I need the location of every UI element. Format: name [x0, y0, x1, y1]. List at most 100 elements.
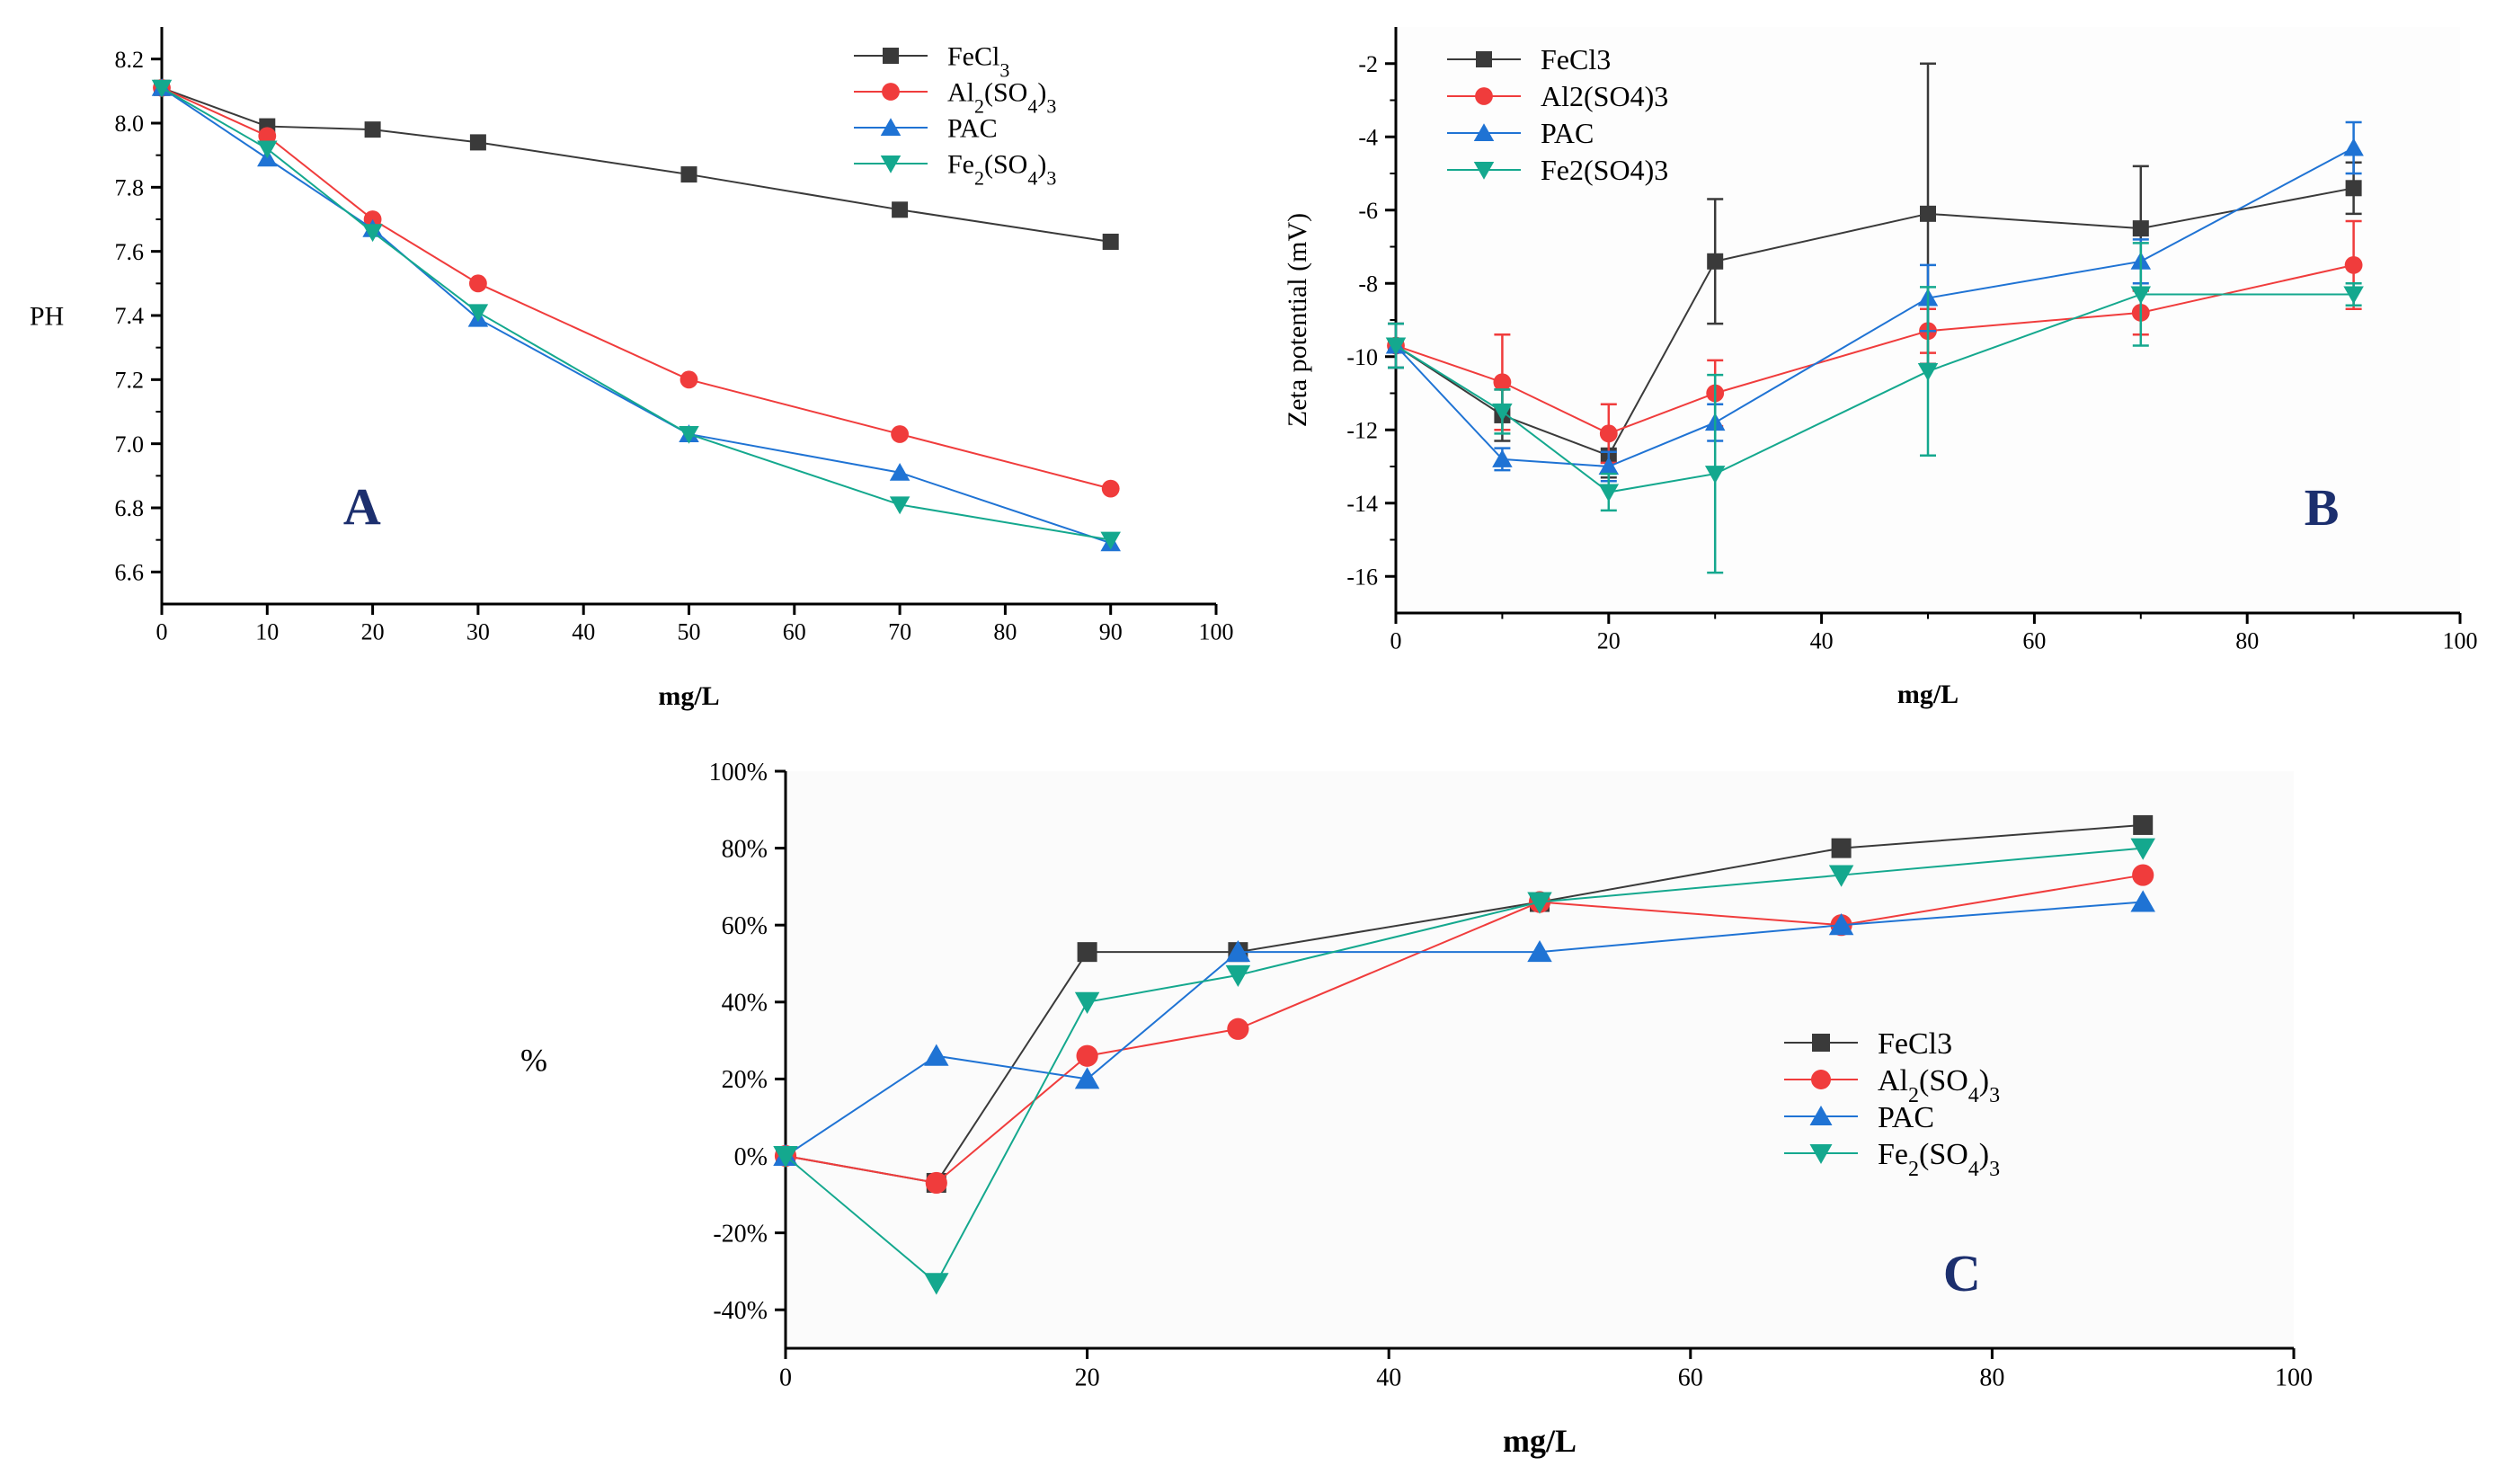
- legend-entry: Fe2(SO4)3: [1784, 1138, 2000, 1181]
- x-axis-title: mg/L: [1503, 1423, 1577, 1459]
- data-point-marker: [2345, 180, 2362, 197]
- data-point-marker: [469, 134, 486, 151]
- data-point-marker: [1225, 939, 1251, 963]
- legend-subscript: 2: [974, 166, 984, 189]
- data-point-marker: [257, 140, 278, 159]
- legend-label: Fe2(SO4)3: [1878, 1138, 2000, 1181]
- x-tick-label: 80: [1979, 1364, 2004, 1391]
- legend-subscript: 3: [999, 58, 1009, 81]
- y-tick-label: 7.6: [115, 239, 145, 265]
- legend-marker: [880, 118, 902, 136]
- data-point-marker: [1385, 337, 1407, 356]
- y-tick-label: 60%: [722, 912, 768, 940]
- legend-subscript: 4: [1027, 94, 1037, 117]
- legend-subscript: 2: [974, 94, 984, 117]
- data-point-marker: [925, 1171, 947, 1195]
- x-tick-label: 60: [2022, 627, 2046, 653]
- y-tick-label: -20%: [713, 1220, 768, 1248]
- data-point-marker: [2130, 838, 2155, 860]
- y-tick-label: 40%: [722, 990, 768, 1017]
- legend-label: Al2(SO4)3: [1878, 1064, 2000, 1107]
- y-tick-label: 100%: [709, 759, 768, 786]
- y-tick-label: 7.2: [115, 367, 145, 393]
- y-axis-title: Zeta potential (mV): [1283, 213, 1312, 427]
- legend-label: FeCl3: [1541, 43, 1611, 76]
- x-tick-label: 0: [1390, 627, 1402, 653]
- panel-letter: C: [1943, 1244, 1981, 1302]
- legend-text-part: (SO: [984, 150, 1027, 180]
- y-axis-title: PH: [30, 302, 64, 332]
- legend-marker: [1476, 51, 1492, 67]
- data-point-marker: [1102, 233, 1119, 250]
- data-point-marker: [1493, 373, 1512, 392]
- x-tick-label: 40: [1376, 1364, 1401, 1391]
- plot-background: [786, 771, 2294, 1348]
- x-tick-label: 100: [2443, 627, 2478, 653]
- x-tick-label: 20: [361, 618, 385, 644]
- x-tick-label: 50: [678, 618, 701, 644]
- legend-subscript: 3: [1989, 1158, 2000, 1181]
- data-point-marker: [924, 1273, 949, 1295]
- legend-subscript: 4: [1968, 1158, 1979, 1181]
- legend-text-part: ): [1037, 150, 1046, 180]
- legend-subscript: 3: [1989, 1084, 2000, 1107]
- x-tick-label: 10: [255, 618, 279, 644]
- x-axis-title: mg/L: [1897, 680, 1959, 709]
- series-fecl3: [154, 79, 1119, 250]
- legend-label: Fe2(SO4)3: [947, 150, 1056, 190]
- data-point-marker: [1100, 531, 1121, 550]
- legend-subscript: 4: [1968, 1084, 1979, 1107]
- x-tick-label: 90: [1099, 618, 1123, 644]
- legend-text-part: Fe2(SO4)3: [1541, 154, 1668, 186]
- x-tick-label: 80: [993, 618, 1017, 644]
- data-point-marker: [1225, 964, 1251, 988]
- series-fe2-so3: [151, 79, 1121, 550]
- legend-entry: PAC: [1447, 117, 1594, 149]
- legend-text-part: ): [1979, 1064, 1989, 1097]
- x-tick-label: 40: [572, 618, 595, 644]
- y-tick-label: 8.2: [115, 47, 145, 73]
- legend-marker: [1811, 1070, 1831, 1089]
- x-tick-label: 60: [783, 618, 806, 644]
- legend-label: PAC: [1541, 117, 1594, 149]
- legend-text-part: FeCl: [947, 42, 999, 72]
- data-point-marker: [2343, 138, 2364, 156]
- legend-label: Al2(SO4)3: [947, 78, 1056, 118]
- legend-entry: Fe2(SO4)3: [1447, 154, 1668, 186]
- data-point-marker: [1599, 424, 1618, 443]
- data-point-marker: [2344, 255, 2363, 274]
- legend-label: Al2(SO4)3: [1541, 80, 1668, 112]
- data-point-marker: [151, 79, 173, 98]
- y-tick-label: 20%: [722, 1066, 768, 1094]
- legend-text-part: FeCl3: [1541, 43, 1611, 76]
- series-pac: [151, 77, 1121, 552]
- data-point-marker: [1492, 403, 1513, 422]
- y-tick-label: -6: [1358, 198, 1378, 224]
- legend-entry: PAC: [1784, 1101, 1934, 1134]
- data-point-marker: [1527, 939, 1552, 963]
- legend-text-part: PAC: [947, 114, 998, 144]
- legend-text-part: Fe: [947, 150, 974, 180]
- x-tick-label: 0: [156, 618, 168, 644]
- series-fe2-so3: [773, 838, 2155, 1295]
- legend-entry: PAC: [854, 114, 998, 144]
- data-point-marker: [2130, 286, 2152, 305]
- data-point-marker: [1828, 913, 1854, 936]
- legend: FeCl3 Al2(SO4)3 PAC Fe2(SO4)3: [1447, 43, 1668, 186]
- legend-text-part: (SO: [1919, 1064, 1968, 1097]
- legend-entry: FeCl3: [1784, 1027, 1952, 1061]
- data-point-marker: [362, 224, 383, 243]
- panel-letter: A: [343, 477, 381, 536]
- legend-subscript: 2: [1908, 1158, 1919, 1181]
- legend-entry: FeCl3: [1447, 43, 1611, 76]
- legend-marker: [1809, 1144, 1833, 1164]
- y-tick-label: 80%: [722, 835, 768, 863]
- legend-subscript: 2: [1908, 1084, 1919, 1107]
- legend-marker: [1475, 87, 1493, 105]
- legend-entry: Al2(SO4)3: [1784, 1064, 2000, 1107]
- y-tick-label: -8: [1358, 271, 1378, 297]
- x-tick-label: 60: [1678, 1364, 1703, 1391]
- legend-subscript: 3: [1046, 166, 1056, 189]
- legend-text-part: Fe: [1878, 1138, 1908, 1171]
- legend-entry: FeCl3: [854, 42, 1009, 81]
